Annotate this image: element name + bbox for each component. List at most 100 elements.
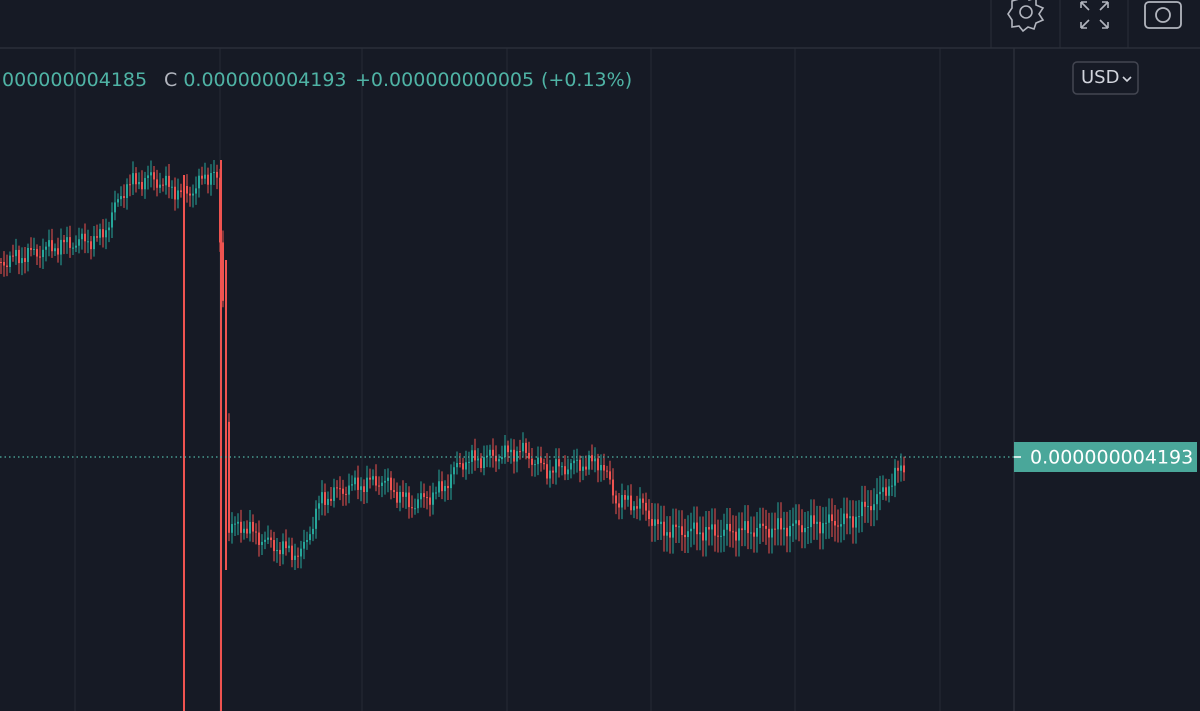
candle-part — [165, 175, 167, 186]
candle-part — [120, 196, 122, 200]
candle-part — [528, 452, 530, 459]
candle-part — [669, 532, 671, 538]
candle-part — [462, 463, 464, 470]
currency-button[interactable]: USD — [1072, 61, 1139, 95]
candle-part — [402, 491, 404, 497]
candle-part — [831, 514, 833, 522]
candle-part — [6, 265, 8, 267]
candle-part — [423, 493, 425, 498]
candle-part — [303, 541, 305, 549]
candle-part — [570, 463, 572, 470]
candle-part — [69, 237, 71, 248]
candle-part — [477, 458, 479, 461]
candle-part — [189, 193, 191, 196]
candle-part — [279, 549, 281, 555]
candle-part — [891, 485, 893, 487]
candle-part — [468, 461, 470, 463]
grid — [74, 48, 941, 711]
candle-part — [657, 519, 659, 525]
candle-part — [66, 237, 68, 243]
candle-part — [285, 541, 287, 549]
candle-part — [417, 499, 419, 509]
candle-part — [531, 458, 533, 465]
currency-button-frame — [1072, 61, 1139, 95]
candle-part — [276, 549, 278, 552]
candle-part — [789, 525, 791, 537]
candle-part — [309, 534, 311, 541]
candle-part — [717, 535, 719, 537]
candle-part — [84, 233, 86, 242]
candle-part — [24, 258, 26, 262]
candle-part — [672, 524, 674, 538]
candle-part — [237, 521, 239, 524]
candle-part — [12, 255, 14, 257]
candle-part — [750, 532, 752, 534]
candle-part — [360, 486, 362, 490]
candle-part — [810, 515, 812, 528]
candle-part — [51, 240, 53, 252]
candle-part — [411, 507, 413, 509]
candle-part — [690, 528, 692, 532]
candle-part — [681, 526, 683, 535]
candle-part — [684, 534, 686, 538]
candle-part — [357, 477, 359, 490]
settings-button[interactable] — [1007, 0, 1045, 33]
candle-part — [144, 178, 146, 190]
candle-part — [741, 528, 743, 531]
candle-part — [192, 193, 194, 196]
candle-part — [414, 508, 416, 510]
candle-part — [480, 458, 482, 469]
candle-part — [0, 262, 2, 263]
chevron — [1122, 76, 1132, 83]
candle-part — [885, 487, 887, 496]
candle-part — [522, 442, 524, 452]
candle-part — [93, 236, 95, 250]
candle-part — [825, 522, 827, 524]
candle-part — [609, 471, 611, 480]
candle-part — [819, 521, 821, 534]
candle-part — [894, 467, 896, 486]
candle-part — [873, 504, 875, 511]
candle-part — [57, 248, 59, 255]
candle-part — [645, 502, 647, 511]
candle-part — [540, 457, 542, 463]
candle-part — [708, 527, 710, 530]
candle-part — [117, 199, 119, 203]
candle-part — [36, 248, 38, 257]
candle-part — [315, 508, 317, 529]
candle-part — [348, 485, 350, 495]
candle-part — [723, 529, 725, 536]
screenshot-button[interactable] — [1144, 1, 1182, 29]
last-price-badge — [1014, 442, 1197, 472]
candle-part — [489, 449, 491, 456]
candle-part — [852, 516, 854, 528]
candle-part — [627, 495, 629, 500]
candle-part — [879, 491, 881, 495]
candle-part — [747, 521, 749, 534]
candle-part — [630, 495, 632, 511]
candle-part — [495, 455, 497, 462]
candle-part — [774, 528, 776, 530]
candle-part — [354, 477, 356, 485]
candle-part — [615, 495, 617, 504]
candle-part — [459, 463, 461, 465]
candle-part — [282, 541, 284, 555]
candle-part — [108, 227, 110, 231]
candle-part — [765, 525, 767, 529]
candle-part — [864, 501, 866, 507]
fullscreen-button[interactable] — [1080, 1, 1109, 29]
candle-part — [18, 249, 20, 264]
candle-part — [327, 498, 329, 505]
candle-part — [471, 450, 473, 462]
candle-part — [114, 202, 116, 213]
candle-part — [429, 497, 431, 505]
candle-part — [63, 239, 65, 243]
candle-part — [150, 172, 152, 176]
candle-part — [804, 527, 806, 533]
candle-part — [396, 491, 398, 503]
candle-part — [639, 498, 641, 509]
candle-part — [900, 465, 902, 471]
candle-part — [450, 474, 452, 489]
candle-part — [318, 503, 320, 509]
